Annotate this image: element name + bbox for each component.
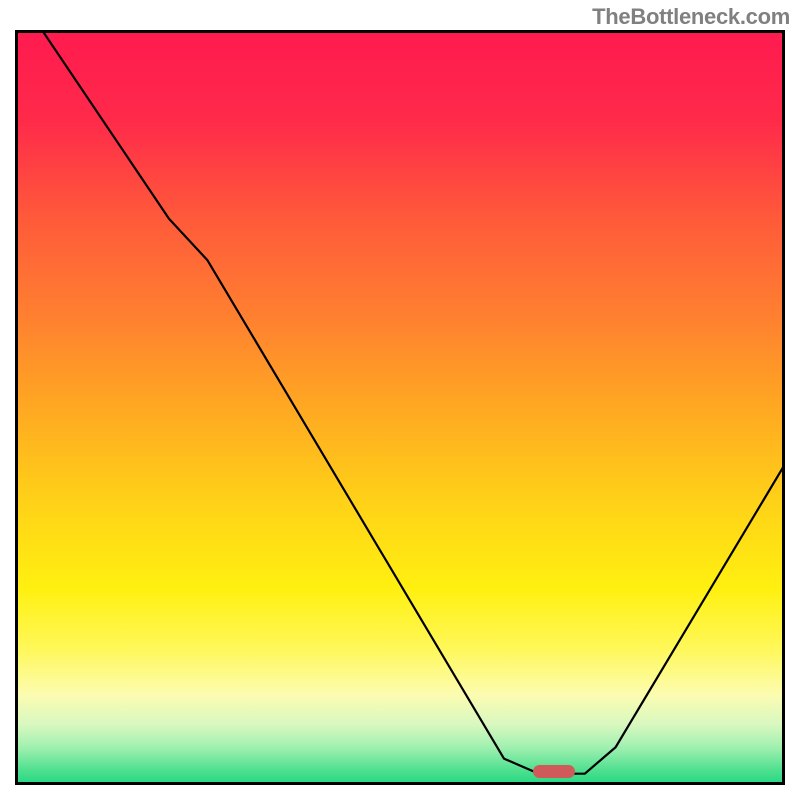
bottleneck-chart bbox=[15, 30, 785, 785]
bottleneck-curve bbox=[15, 30, 785, 785]
optimal-marker bbox=[533, 765, 575, 779]
curve-path bbox=[42, 30, 785, 774]
watermark-text: TheBottleneck.com bbox=[592, 4, 790, 30]
